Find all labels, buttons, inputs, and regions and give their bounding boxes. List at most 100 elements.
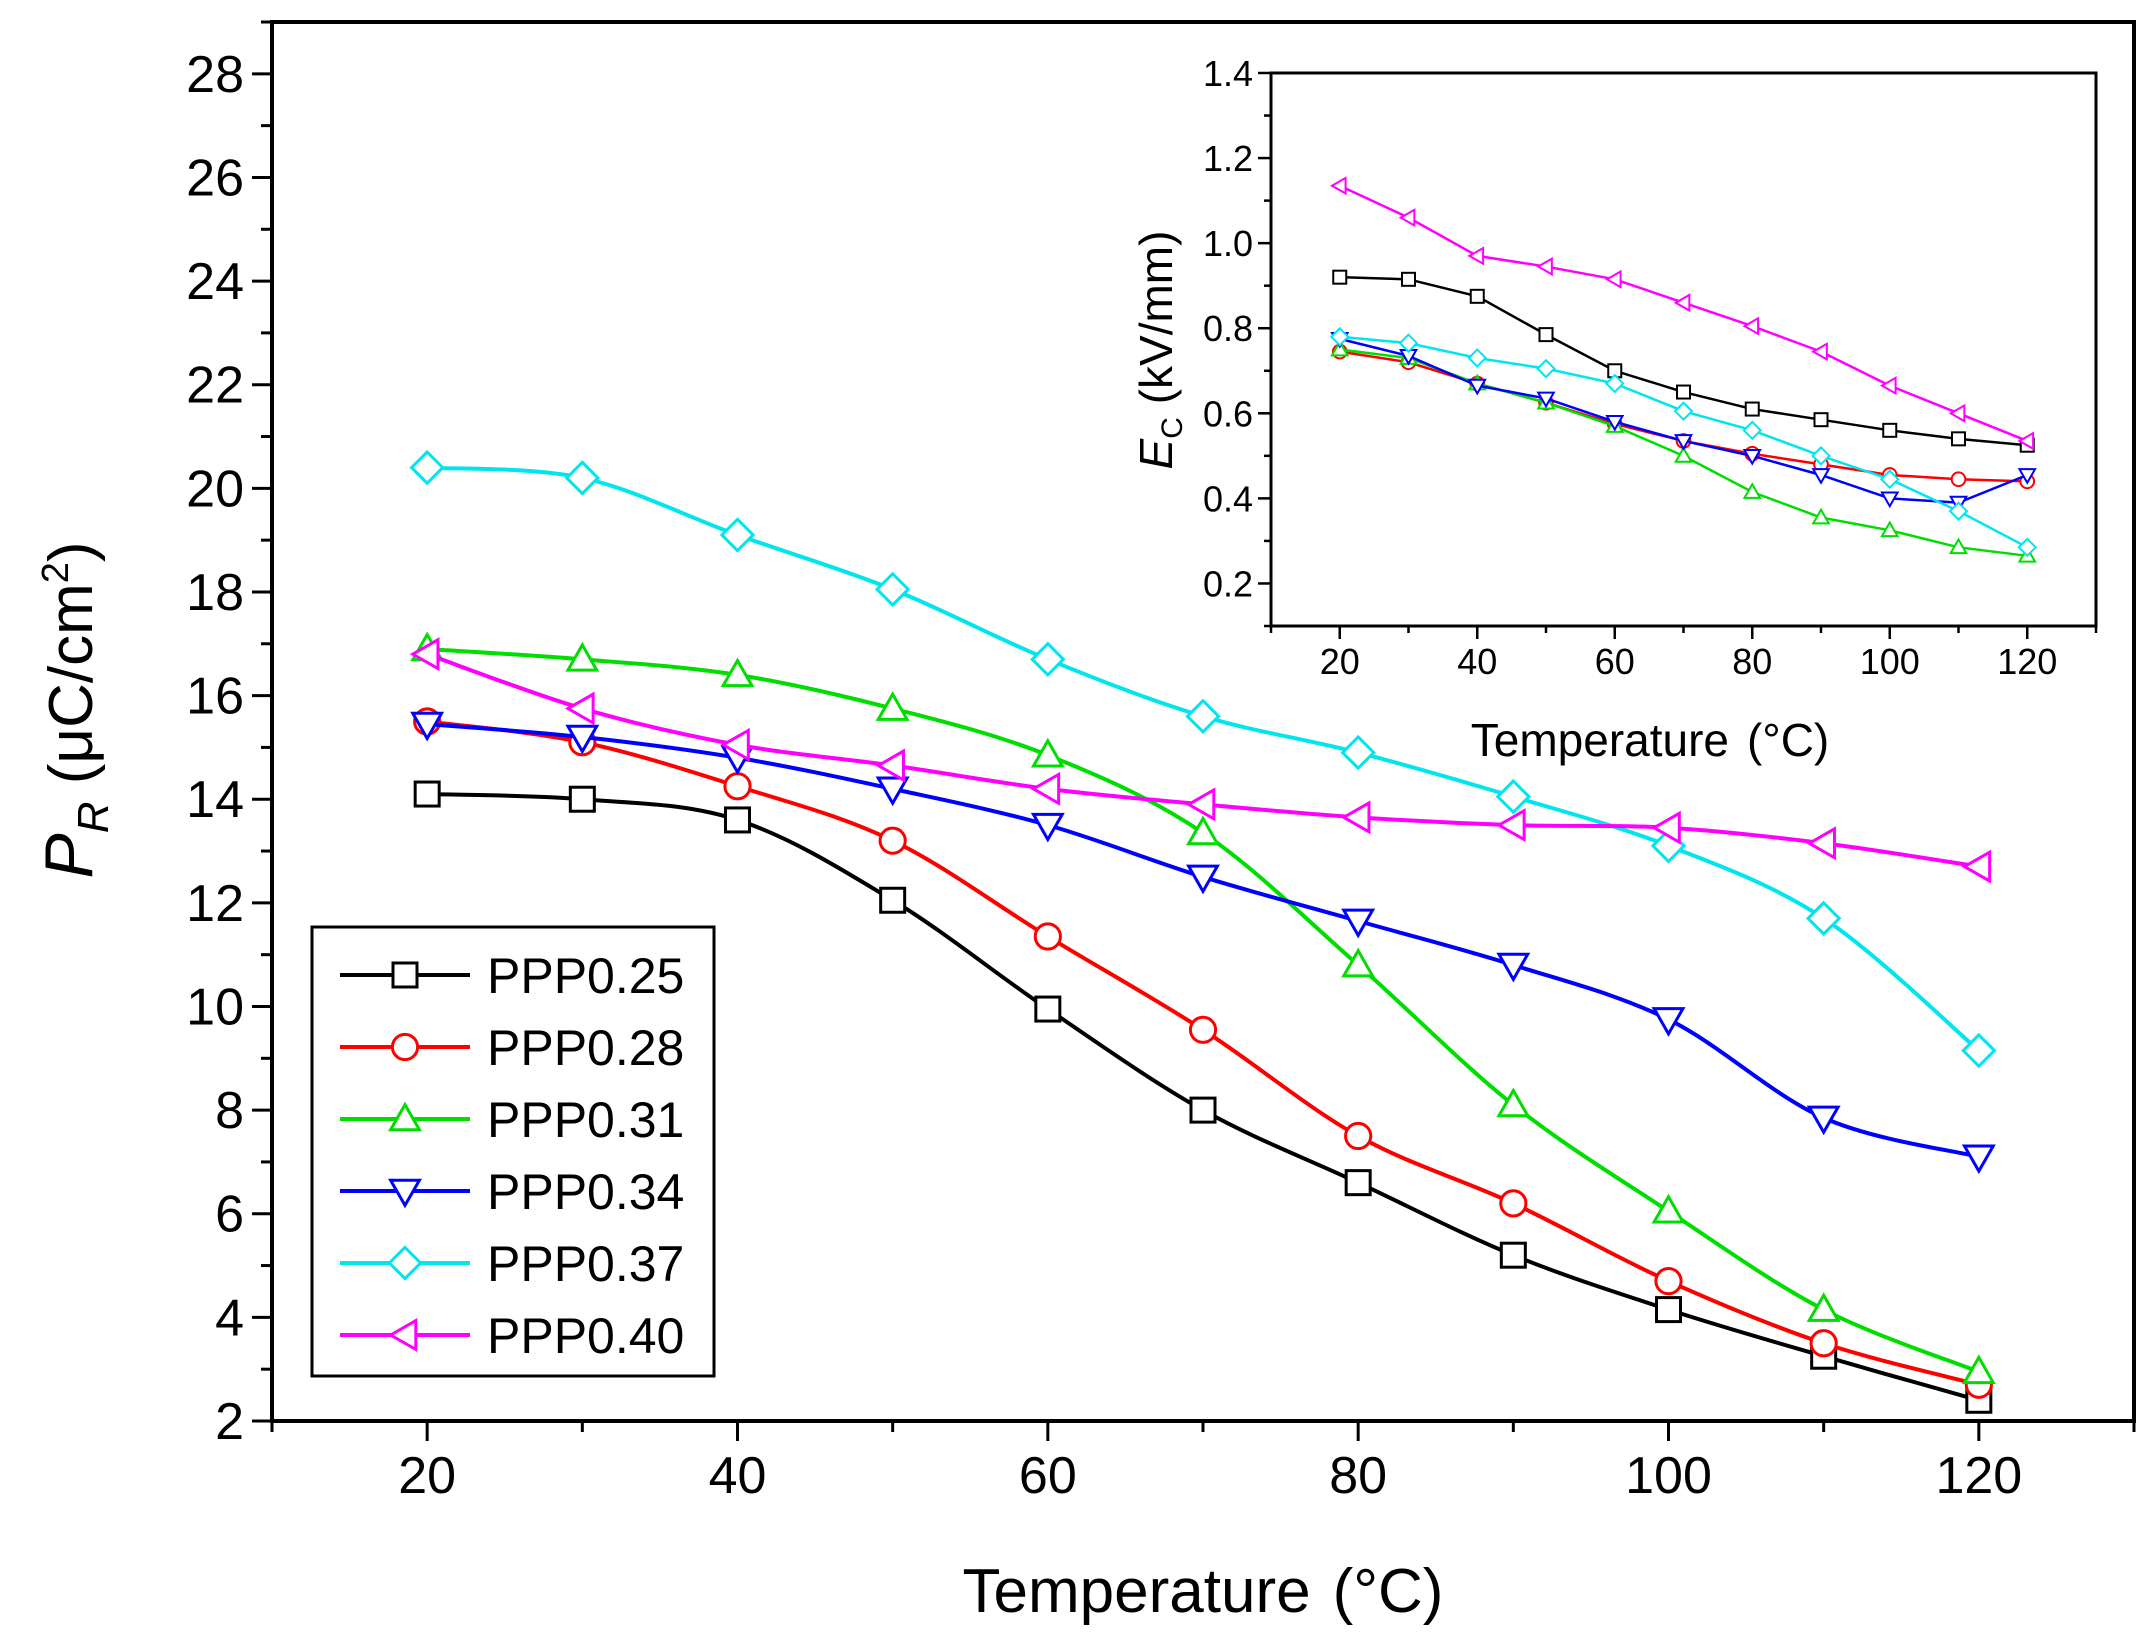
data-point: [720, 727, 750, 762]
legend-marker: [387, 1318, 418, 1352]
inset-chart: 20 40 60 80 100 120 0.2 0.4 0.6 0.8 1.0 1.2 1.4 EC (…: [1130, 53, 2098, 766]
y-tick-label: 10: [186, 978, 244, 1036]
x-tick-label: 20: [1320, 641, 1360, 682]
data-point: [1496, 1087, 1531, 1118]
data-point: [1742, 482, 1762, 499]
data-point: [1536, 257, 1553, 277]
data-point: [1495, 808, 1526, 843]
series-PPP0.34: [410, 711, 1996, 1175]
data-point: [875, 776, 910, 807]
data-point: [1030, 737, 1065, 768]
y-tick-label: 22: [186, 357, 244, 415]
series-PPP0.40: [409, 637, 1992, 884]
data-point: [1469, 288, 1485, 304]
data-point: [1034, 995, 1062, 1023]
data-point: [1673, 293, 1691, 313]
y-tick-label: 12: [186, 875, 244, 933]
legend-item-PPP0.28: PPP0.28: [340, 1020, 684, 1076]
data-point: [1948, 537, 1969, 555]
data-point: [1189, 1096, 1217, 1124]
y-tick-label: 0.6: [1203, 393, 1253, 434]
data-point: [410, 711, 445, 742]
y-tick-label: 18: [186, 564, 244, 622]
y-tick-label: 6: [215, 1186, 244, 1244]
data-point: [1673, 434, 1694, 451]
data-point: [565, 724, 600, 755]
data-point: [1401, 271, 1416, 287]
inset-plot-frame: [1269, 71, 2098, 628]
data-point: [1188, 1015, 1218, 1044]
data-point: [1398, 333, 1419, 353]
data-point: [1809, 1329, 1838, 1358]
legend-item-PPP0.37: PPP0.37: [340, 1236, 684, 1292]
data-point: [564, 460, 601, 496]
series-PPP0.40: [1329, 176, 2035, 451]
data-point: [1676, 384, 1691, 400]
data-point: [1879, 376, 1897, 396]
data-point: [1332, 269, 1348, 285]
data-point: [879, 886, 907, 914]
data-point: [720, 657, 755, 688]
data-point: [723, 772, 752, 801]
data-point: [1030, 641, 1066, 678]
data-point: [1961, 1354, 1996, 1385]
inset-y-axis-title: EC (kV/mm): [1130, 231, 1189, 470]
series-PPP0.37: [1329, 326, 2038, 558]
legend-marker: [388, 1101, 422, 1132]
y-tick-label: 8: [215, 1082, 244, 1140]
data-point: [1186, 815, 1220, 846]
data-point: [1344, 1169, 1372, 1197]
y-tick-label: 0.8: [1203, 308, 1253, 349]
data-point: [1744, 401, 1760, 417]
data-point: [1340, 734, 1376, 771]
data-point: [1806, 826, 1836, 861]
legend-marker: [390, 1032, 420, 1062]
y-tick-label: 26: [186, 149, 244, 207]
data-point: [1604, 373, 1625, 394]
main-series-group: [409, 449, 1997, 1414]
data-point: [409, 449, 445, 486]
data-point: [1185, 787, 1216, 822]
data-point: [1806, 1292, 1841, 1322]
data-point: [1495, 778, 1532, 815]
y-tick-label: 0.4: [1203, 478, 1253, 519]
data-point: [1882, 422, 1898, 438]
y-tick-label: 20: [186, 460, 244, 518]
y-tick-label: 24: [186, 253, 244, 311]
y-tick-label: 28: [186, 46, 244, 104]
data-point: [1499, 1189, 1528, 1218]
legend-label: PPP0.25: [487, 948, 684, 1004]
data-point: [1499, 1241, 1527, 1269]
data-point: [2017, 537, 2038, 558]
legend: PPP0.25 PPP0.28 PPP0.31 PPP0.34 PPP0.37 PPP0.…: [310, 925, 716, 1378]
data-point: [1961, 1032, 1997, 1069]
legend-label: PPP0.28: [487, 1020, 684, 1076]
data-point: [875, 691, 910, 721]
y-tick-label: 0.2: [1203, 563, 1253, 604]
data-point: [1536, 358, 1556, 379]
data-point: [2017, 431, 2035, 451]
data-point: [1951, 431, 1966, 447]
x-tick-label: 120: [1935, 1447, 2022, 1505]
data-point: [1467, 348, 1488, 368]
data-point: [724, 806, 751, 834]
inset-y-axis-symbol: E: [1130, 437, 1182, 469]
data-point: [1811, 445, 1831, 466]
data-point: [1811, 342, 1828, 362]
legend-marker: [388, 1178, 422, 1209]
legend-item-PPP0.25: PPP0.25: [340, 948, 684, 1004]
series-PPP0.37: [409, 449, 1997, 1069]
legend-item-PPP0.31: PPP0.31: [340, 1092, 684, 1148]
data-point: [1341, 908, 1376, 939]
data-point: [1654, 1267, 1683, 1296]
x-tick-label: 120: [1997, 641, 2057, 682]
main-x-axis-unit: (°C): [1333, 1557, 1444, 1626]
y-tick-label: 1.2: [1203, 138, 1253, 179]
legend-box: [310, 925, 716, 1378]
data-point: [1880, 520, 1900, 538]
data-point: [1811, 468, 1831, 485]
y-tick-label: 4: [215, 1289, 244, 1347]
data-point: [1467, 246, 1485, 266]
